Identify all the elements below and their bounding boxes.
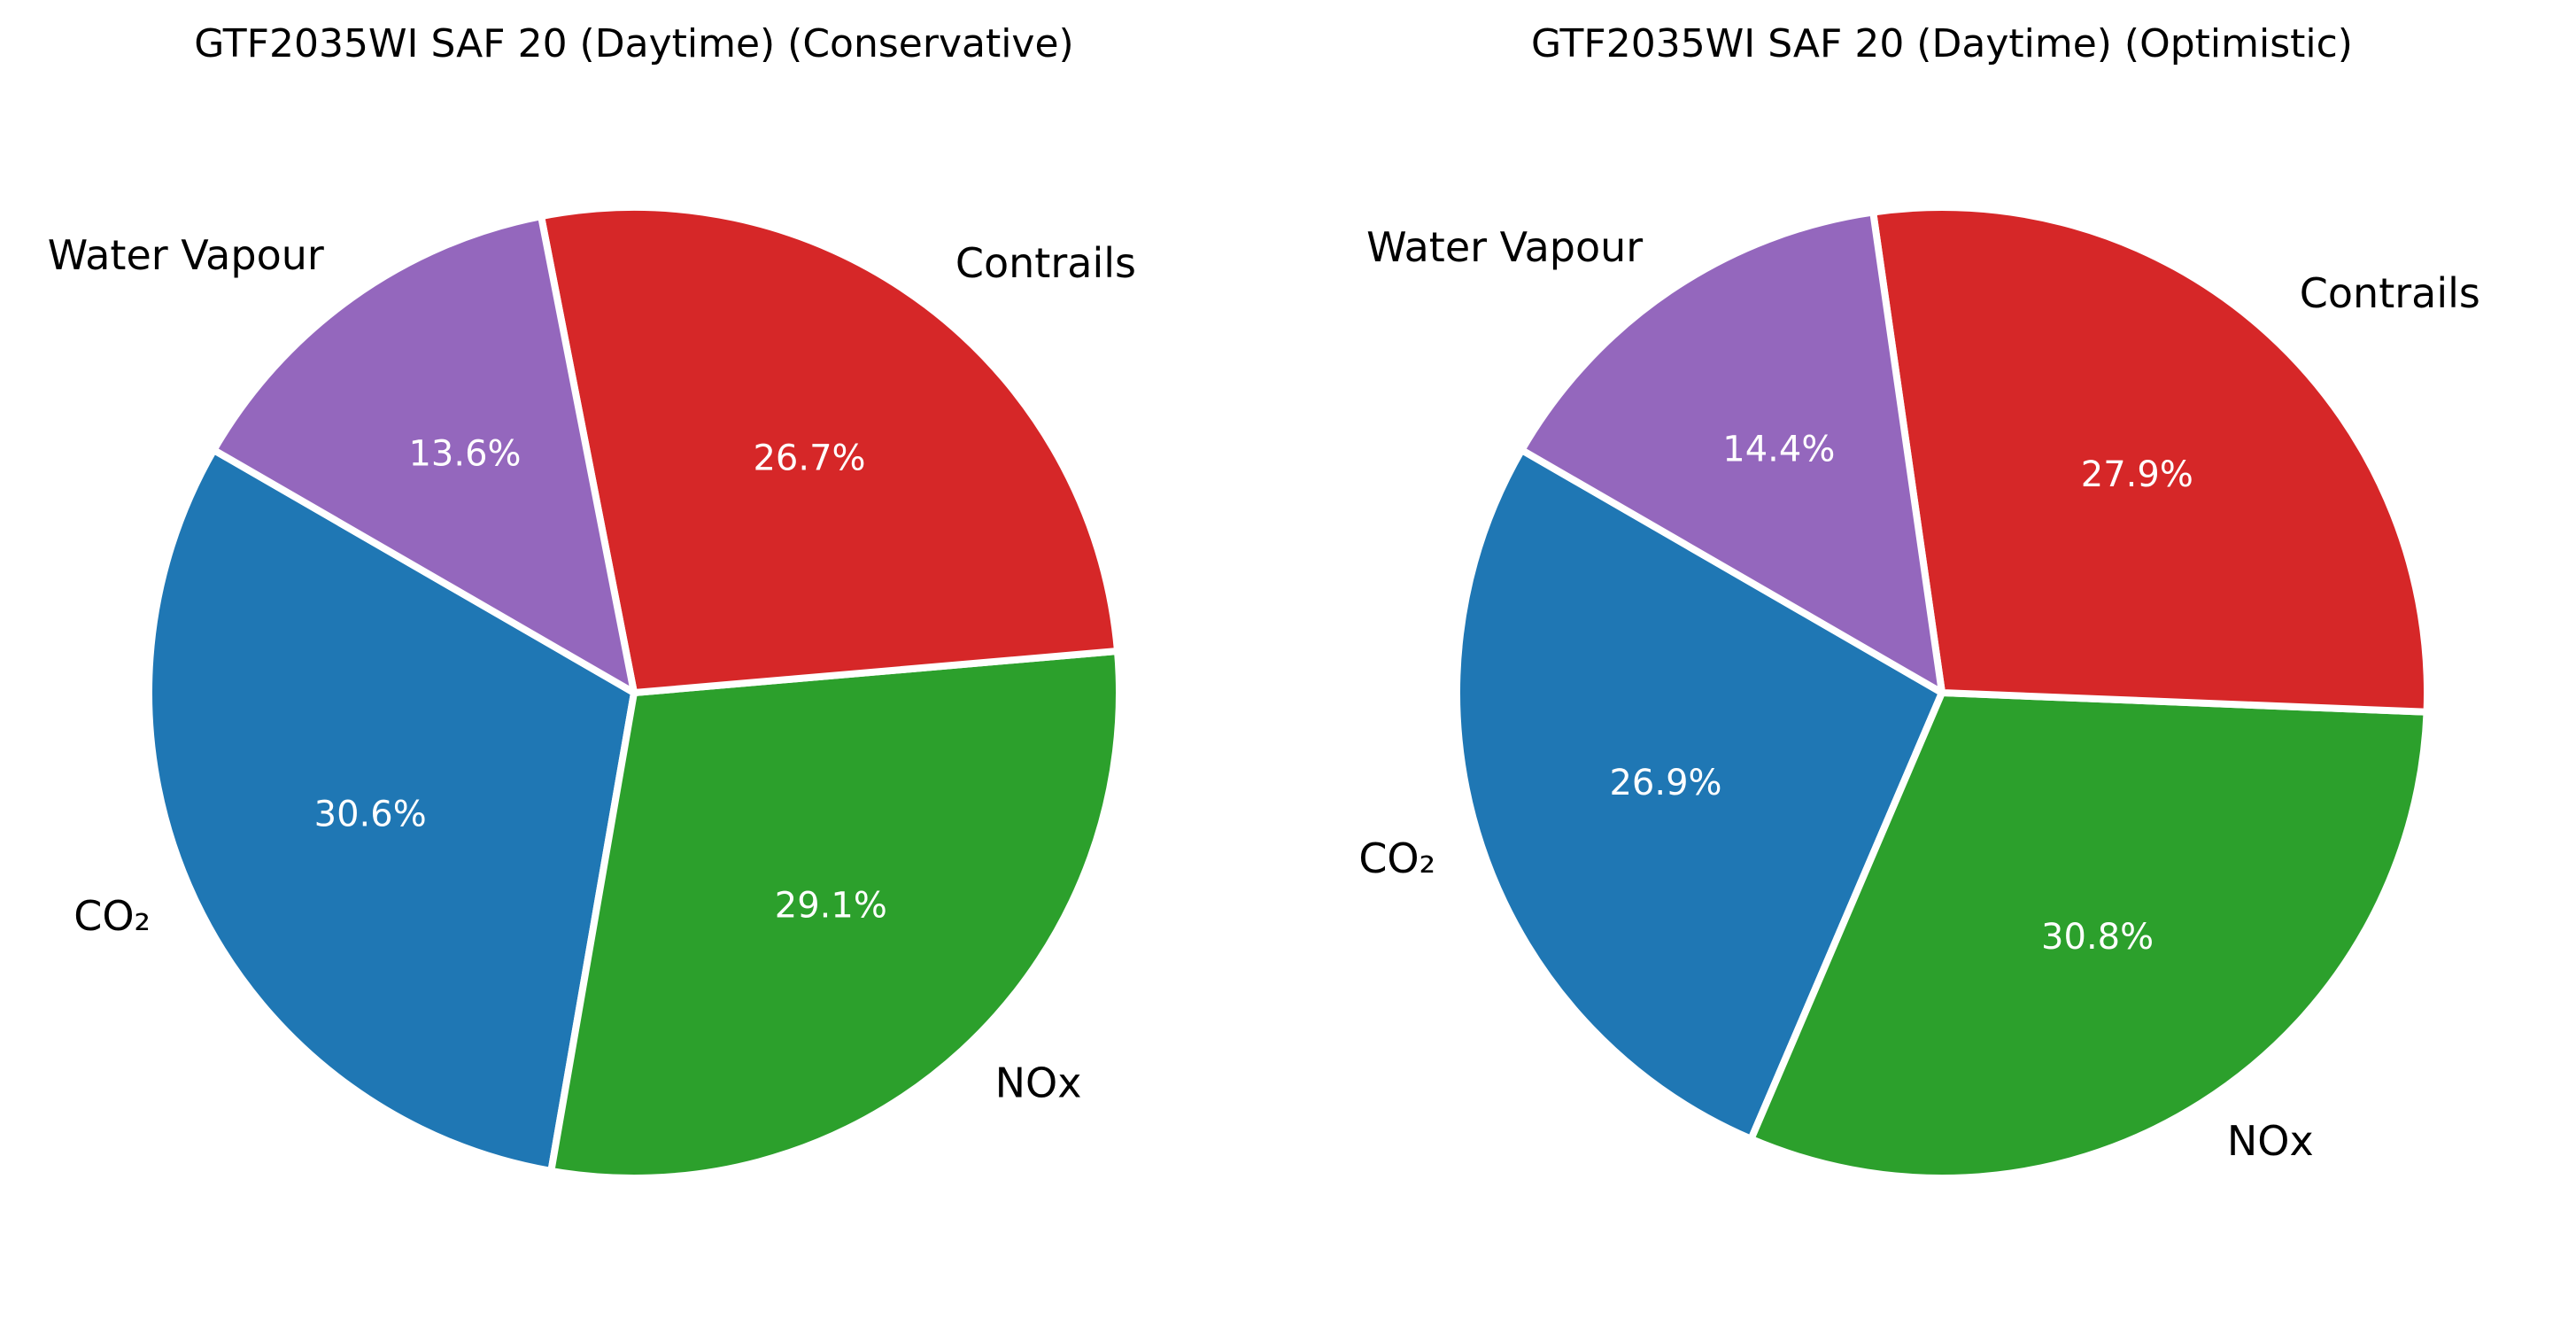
pie-slice-nox-optimistic: [1747, 689, 2431, 1182]
category-label-nox-optimistic: NOx: [2227, 1117, 2314, 1165]
percent-label-co2-optimistic: 26.9%: [1609, 763, 1721, 803]
category-label-water-vapour-optimistic: Water Vapour: [1366, 223, 1643, 271]
percent-label-water-vapour-conservative: 13.6%: [408, 433, 521, 474]
pie-labels-conservative: CO₂ 30.6% NOx 29.1% Contrails 26.7% Water Vapo…: [48, 231, 1136, 1107]
category-label-water-vapour-conservative: Water Vapour: [48, 231, 324, 279]
category-label-co2-conservative: CO₂: [73, 892, 151, 940]
category-label-co2-optimistic: CO₂: [1358, 834, 1435, 882]
pie-slice-water-vapour-optimistic: [1518, 208, 1946, 696]
pie-slice-co2-optimistic: [1453, 446, 1946, 1143]
pie-slice-contrails-conservative: [538, 204, 1121, 696]
pie-slice-water-vapour-conservative: [210, 213, 638, 696]
percent-label-contrails-optimistic: 27.9%: [2081, 454, 2193, 495]
percent-label-nox-conservative: 29.1%: [775, 885, 887, 926]
category-label-contrails-optimistic: Contrails: [2300, 269, 2480, 317]
chart-title-optimistic: GTF2035WI SAF 20 (Daytime) (Optimistic): [1531, 21, 2353, 66]
percent-label-contrails-conservative: 26.7%: [753, 438, 865, 479]
percent-label-co2-conservative: 30.6%: [314, 794, 427, 834]
category-label-contrails-conservative: Contrails: [955, 239, 1136, 287]
pie-labels-optimistic: CO₂ 26.9% NOx 30.8% Contrails 27.9% Water Vapo…: [1358, 223, 2480, 1165]
percent-label-water-vapour-optimistic: 14.4%: [1722, 430, 1835, 470]
pie-slice-contrails-optimistic: [1869, 204, 2431, 716]
chart-title-conservative: GTF2035WI SAF 20 (Daytime) (Conservative…: [194, 21, 1073, 66]
pie-slices-conservative: [145, 204, 1123, 1182]
pie-slices-optimistic: [1453, 204, 2431, 1182]
percent-label-nox-optimistic: 30.8%: [2041, 917, 2154, 958]
pie-chart-conservative: GTF2035WI SAF 20 (Daytime) (Conservative…: [48, 21, 1136, 1182]
category-label-nox-conservative: NOx: [995, 1059, 1082, 1107]
pie-slice-co2-conservative: [145, 446, 638, 1175]
pie-slice-nox-conservative: [547, 648, 1123, 1182]
pie-chart-optimistic: GTF2035WI SAF 20 (Daytime) (Optimistic) …: [1358, 21, 2480, 1182]
